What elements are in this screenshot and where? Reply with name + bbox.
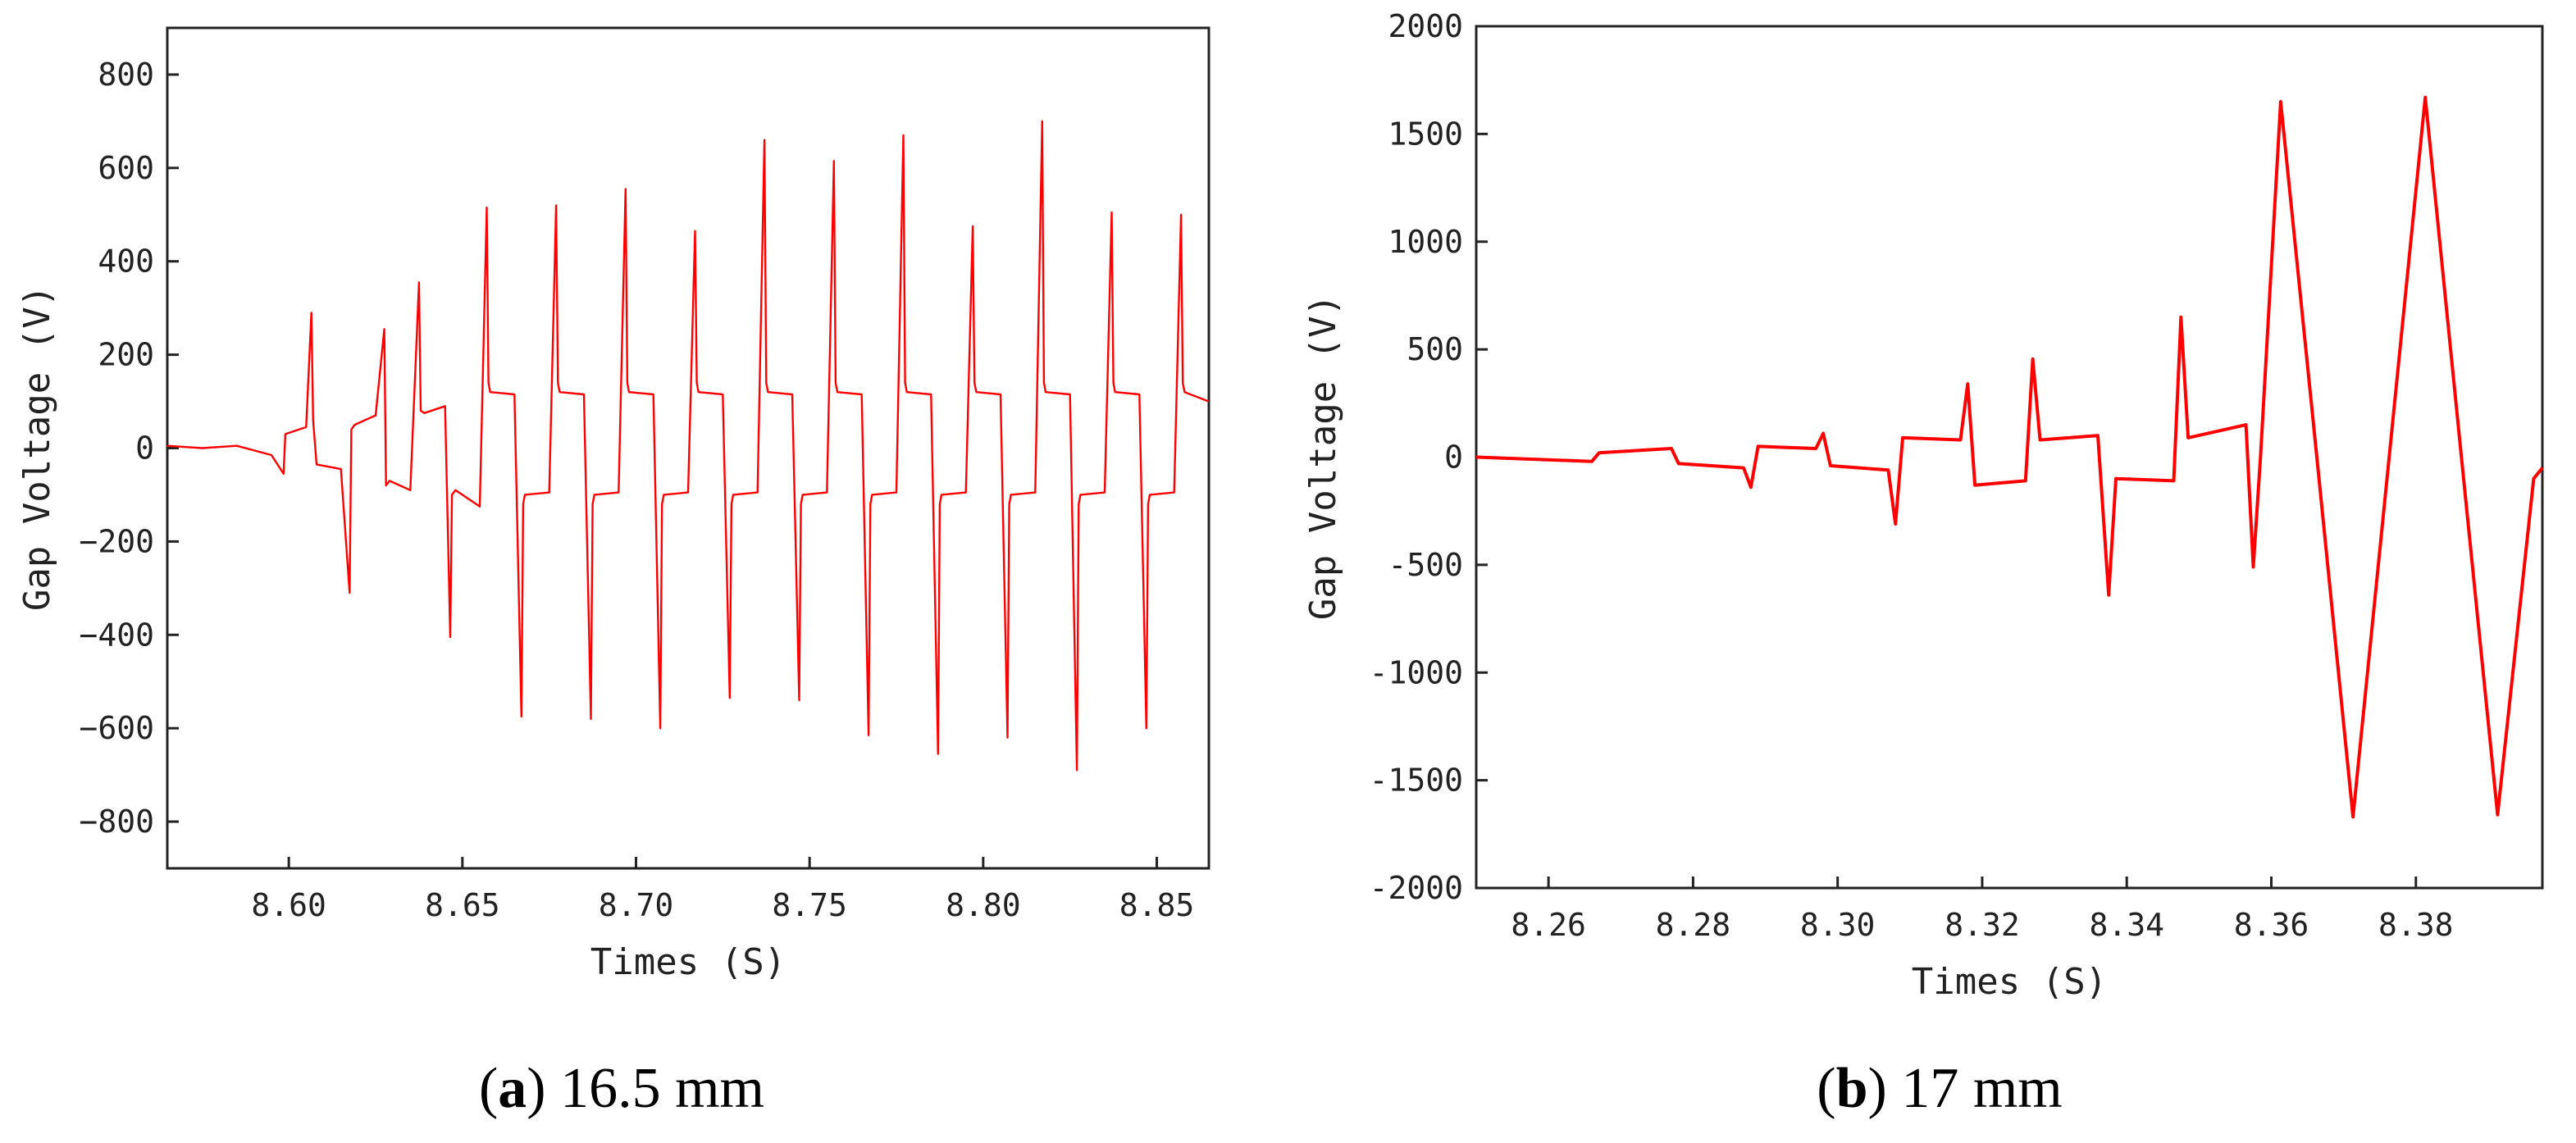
x-tick-label: 8.80 (946, 887, 1021, 923)
chart-b-caption-letter: b (1836, 1057, 1868, 1120)
y-tick-label: -2000 (1370, 870, 1463, 906)
chart-a-caption: (a) 16.5 mm (479, 1057, 764, 1120)
y-tick-label: 2000 (1388, 8, 1463, 44)
x-tick-label: 8.36 (2234, 907, 2309, 943)
x-tick-label: 8.70 (599, 887, 674, 923)
y-tick-label: 1500 (1388, 116, 1463, 152)
x-tick-label: 8.85 (1119, 887, 1195, 923)
y-tick-label: −400 (79, 617, 154, 653)
y-tick-label: 600 (98, 150, 154, 186)
x-tick-label: 8.38 (2378, 907, 2454, 943)
y-tick-label: −800 (79, 804, 154, 840)
chart-a-plot-frame (166, 26, 1210, 870)
y-tick-label: 0 (1444, 439, 1463, 476)
y-tick-label: -1000 (1370, 654, 1463, 690)
chart-a-gap-voltage-16-5mm: 8.60 8.65 8.70 8.75 8.80 8.85 −800 −600 −400 −200… (16, 26, 1210, 1120)
chart-a-x-axis-label: Times (S) (590, 941, 786, 983)
chart-a-caption-text: 16.5 mm (560, 1057, 764, 1120)
chart-b-caption: (b) 17 mm (1817, 1057, 2062, 1120)
y-tick-label: -1500 (1370, 763, 1463, 799)
x-tick-label: 8.75 (772, 887, 847, 923)
x-tick-label: 8.65 (425, 887, 500, 923)
x-tick-label: 8.28 (1656, 907, 1731, 943)
x-tick-label: 8.32 (1945, 907, 2020, 943)
chart-a-ticks: 8.60 8.65 8.70 8.75 8.80 8.85 −800 −600 −400 −200… (79, 57, 1194, 923)
chart-b-x-axis-label: Times (S) (1912, 961, 2107, 1003)
x-tick-label: 8.26 (1511, 907, 1586, 943)
y-tick-label: −200 (79, 523, 154, 559)
x-tick-label: 8.34 (2089, 907, 2164, 943)
y-tick-label: -500 (1388, 547, 1463, 583)
y-tick-label: −600 (79, 710, 154, 746)
y-tick-label: 400 (98, 244, 154, 280)
chart-a-series-line (166, 120, 1210, 772)
chart-a-y-axis-label: Gap Voltage (V) (16, 285, 58, 611)
x-tick-label: 8.30 (1800, 907, 1876, 943)
chart-b-plot-frame (1475, 25, 2544, 890)
y-tick-label: 500 (1407, 331, 1463, 367)
y-tick-label: 0 (135, 430, 154, 467)
y-tick-label: 1000 (1388, 224, 1463, 260)
x-tick-label: 8.60 (251, 887, 326, 923)
chart-b-gap-voltage-17mm: 8.26 8.28 8.30 8.32 8.34 8.36 8.38 -2000 -1500 -1… (1302, 8, 2544, 1120)
chart-b-y-axis-label: Gap Voltage (V) (1302, 294, 1344, 620)
y-tick-label: 800 (98, 57, 154, 93)
y-tick-label: 200 (98, 337, 154, 373)
chart-a-caption-letter: a (498, 1057, 527, 1120)
chart-b-series-line (1475, 95, 2544, 819)
chart-b-caption-text: 17 mm (1901, 1057, 2062, 1120)
chart-b-ticks: 8.26 8.28 8.30 8.32 8.34 8.36 8.38 -2000 -1500 -1… (1370, 8, 2454, 943)
